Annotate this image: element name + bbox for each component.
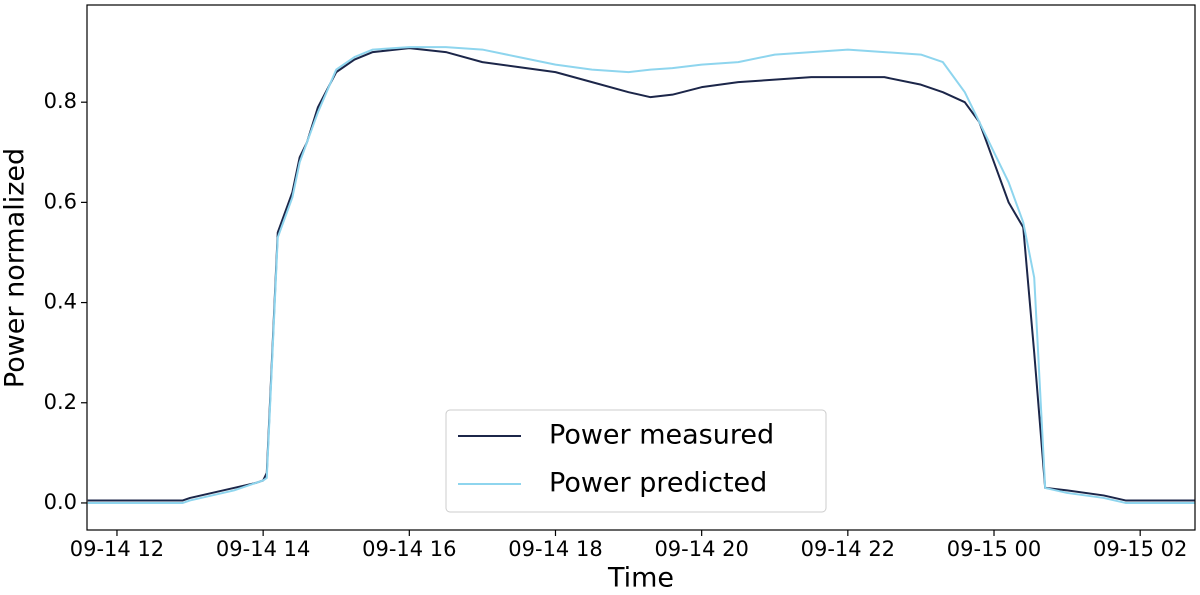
y-tick-label: 0.4 [44,290,77,314]
legend-label: Power measured [549,420,774,451]
x-axis-label: Time [607,563,674,594]
x-tick-label: 09-14 14 [216,537,310,561]
x-tick-label: 09-15 00 [947,537,1041,561]
x-tick-label: 09-14 18 [508,537,602,561]
x-tick-label: 09-14 20 [654,537,748,561]
x-tick-label: 09-14 22 [801,537,895,561]
x-tick-label: 09-14 16 [362,537,456,561]
y-axis-label: Power normalized [0,148,31,388]
plot-frame [86,4,1196,531]
y-tick-label: 0.2 [44,390,77,414]
y-tick-label: 0.8 [44,89,77,113]
legend-label: Power predicted [549,468,767,499]
y-tick-label: 0.0 [44,490,77,514]
y-tick-label: 0.6 [44,189,77,213]
x-tick-label: 09-15 02 [1093,537,1187,561]
x-tick-label: 09-14 12 [70,537,164,561]
legend-box [445,409,827,513]
series-line [87,46,1195,504]
